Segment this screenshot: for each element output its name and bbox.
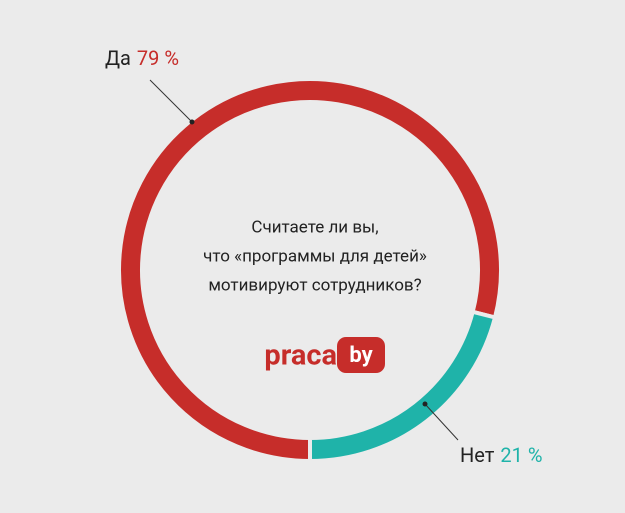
leader-line <box>149 79 193 123</box>
slice-name: Да <box>105 46 131 70</box>
logo-badge-text: by <box>349 343 373 368</box>
chart-title: Считаете ли вы, <box>251 217 378 237</box>
leader-line <box>424 403 459 441</box>
slice-value: 21 % <box>500 443 542 467</box>
leader-dot <box>189 119 195 125</box>
slice <box>117 77 503 464</box>
slice <box>308 309 498 464</box>
logo-text: praca <box>264 339 337 373</box>
logo-badge <box>337 337 385 373</box>
slice-value: 79 % <box>137 46 179 70</box>
labels: Да 79 % Нет 21 % <box>105 46 542 467</box>
slice-label: Да 79 % <box>105 46 179 70</box>
leader-dot <box>422 401 428 407</box>
chart-title: что «программы для детей» <box>203 246 427 266</box>
slice-label: Нет 21 % <box>460 443 542 467</box>
slice-name: Нет <box>460 443 495 467</box>
donut <box>117 77 503 464</box>
chart-title: мотивируют сотрудников? <box>208 275 421 295</box>
